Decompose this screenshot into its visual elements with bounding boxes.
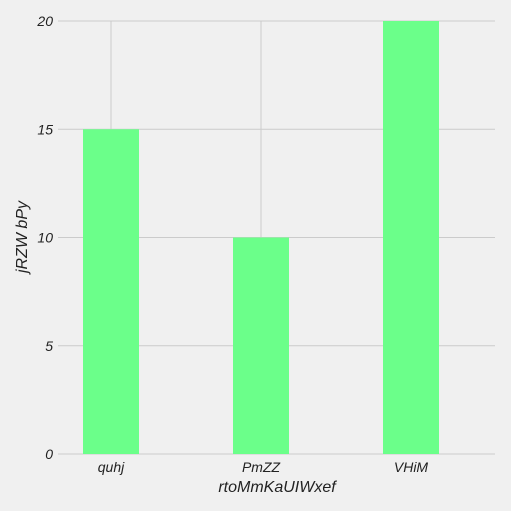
x-tick-labels: quhj PmZZ VHiM — [98, 459, 429, 475]
x-tick-label: VHiM — [394, 459, 429, 475]
x-tick-label: PmZZ — [242, 459, 281, 475]
y-tick-label: 10 — [37, 230, 53, 246]
x-tick-label: quhj — [98, 459, 125, 475]
bar-PmZZ — [233, 237, 289, 454]
y-tick-labels: 0 5 10 15 20 — [36, 13, 53, 462]
bar-quhj — [83, 129, 139, 454]
y-axis-label: jRZW bPy — [14, 200, 31, 275]
x-axis-label: rtoMmKaUIWxef — [218, 479, 337, 496]
y-tick-label: 0 — [45, 446, 53, 462]
bar-VHiM — [383, 21, 439, 454]
y-tick-label: 5 — [45, 338, 53, 354]
y-tick-label: 20 — [36, 13, 53, 29]
y-tick-label: 15 — [37, 121, 53, 137]
bars — [83, 21, 439, 454]
